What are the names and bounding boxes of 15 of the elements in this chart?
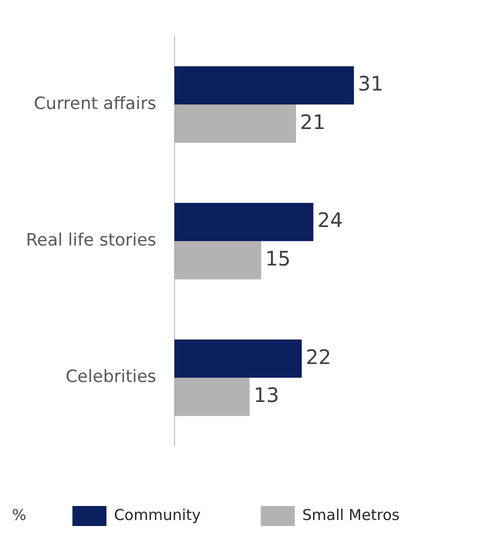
data-label: 24: [317, 208, 343, 232]
legend-label: Small Metros: [302, 506, 400, 524]
bar: [174, 202, 314, 242]
data-label: 22: [306, 344, 332, 369]
y-tick-label: Real life stories: [26, 230, 156, 251]
data-label: 13: [254, 383, 280, 408]
bar: [174, 66, 354, 104]
bar: [174, 339, 302, 378]
y-tick-label: Current affairs: [34, 94, 156, 114]
data-label: 15: [265, 246, 291, 270]
data-label: 21: [300, 110, 326, 134]
y-tick-label: Celebrities: [66, 367, 156, 388]
text: %: [12, 506, 26, 524]
legend-label: Community: [114, 506, 201, 524]
data-label: 31: [358, 72, 384, 96]
